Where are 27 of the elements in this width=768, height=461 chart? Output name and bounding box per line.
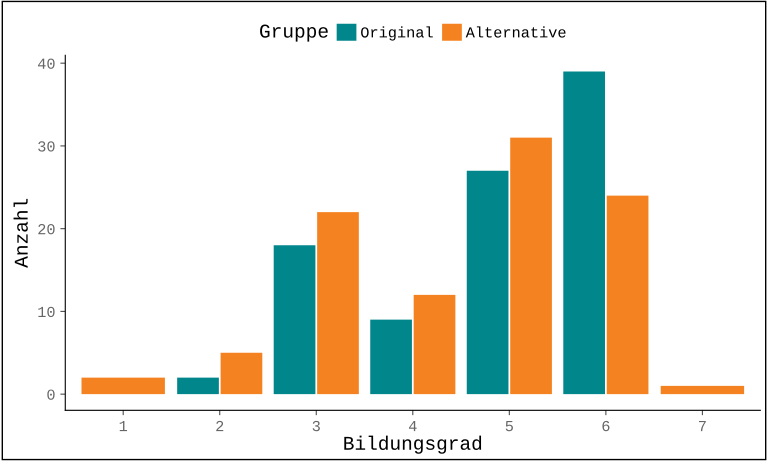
x-tick-label: 3 [312, 420, 320, 432]
x-tick-label: 1 [120, 421, 128, 432]
bar [220, 352, 262, 394]
y-axis-title: Anzahl [14, 198, 28, 268]
x-tick-label: 6 [602, 420, 610, 432]
y-tick-label: 30 [38, 141, 55, 152]
x-tick-label: 2 [216, 420, 224, 432]
legend-title: Gruppe [260, 24, 328, 42]
bar [606, 196, 648, 394]
x-tick-label: 7 [698, 421, 706, 432]
bar [563, 71, 605, 394]
bar [274, 245, 316, 394]
y-tick-label: 10 [38, 306, 55, 318]
bar [370, 320, 412, 394]
bar [317, 212, 359, 394]
legend-label: Alternative [466, 26, 566, 38]
x-tick-label: 4 [408, 421, 417, 432]
legend-label: Original [361, 26, 433, 41]
x-axis-title: Bildungsgrad [344, 436, 482, 454]
bar [466, 170, 508, 394]
y-tick-label: 40 [38, 58, 55, 69]
x-tick-label: 5 [506, 421, 513, 432]
bar [510, 138, 552, 394]
y-tick-label: 0 [47, 389, 55, 400]
bar [177, 378, 219, 394]
bar [414, 294, 456, 394]
y-tick-label: 20 [38, 224, 55, 234]
